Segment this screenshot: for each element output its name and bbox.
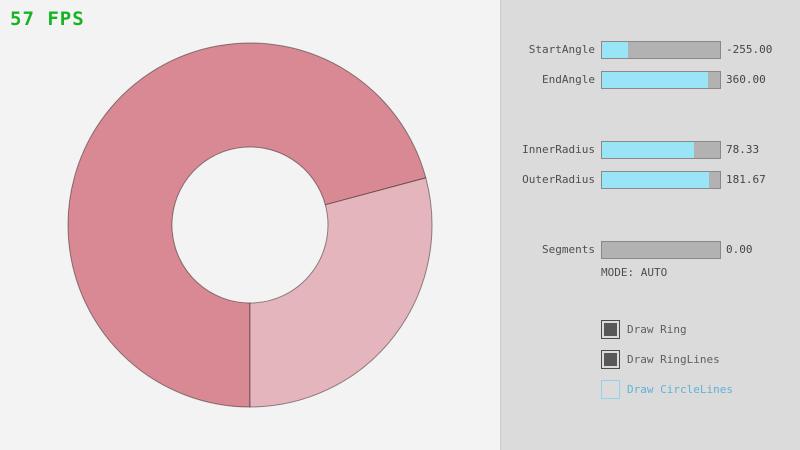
mode-label: MODE: AUTO: [601, 266, 668, 279]
checkbox-row-draw-circlelines: Draw CircleLines: [501, 380, 800, 400]
outer-radius-slider[interactable]: [601, 171, 721, 189]
slider-fill: [602, 42, 628, 58]
start-angle-slider[interactable]: [601, 41, 721, 59]
checkbox-label: Draw CircleLines: [627, 383, 733, 396]
ring-segment-dark: [67, 42, 427, 408]
draw-ringlines-checkbox[interactable]: [601, 350, 620, 369]
slider-label: OuterRadius: [522, 173, 595, 186]
slider-value: 0.00: [726, 243, 753, 256]
inner-radius-slider[interactable]: [601, 141, 721, 159]
slider-row-start-angle: StartAngle -255.00: [501, 40, 800, 60]
draw-ring-checkbox[interactable]: [601, 320, 620, 339]
slider-row-inner-radius: InnerRadius 78.33: [501, 140, 800, 160]
slider-value: 181.67: [726, 173, 766, 186]
slider-fill: [602, 72, 709, 88]
slider-row-end-angle: EndAngle 360.00: [501, 70, 800, 90]
ring-segment-light: [249, 177, 433, 408]
checkbox-check-mark: [604, 353, 617, 366]
slider-value: 360.00: [726, 73, 766, 86]
control-panel: StartAngle -255.00 EndAngle 360.00 Inner…: [500, 0, 800, 450]
checkbox-check-mark: [604, 323, 617, 336]
slider-row-segments: Segments 0.00: [501, 240, 800, 260]
slider-label: Segments: [542, 243, 595, 256]
slider-value: -255.00: [726, 43, 773, 56]
slider-label: EndAngle: [542, 73, 595, 86]
checkbox-label: Draw Ring: [627, 323, 687, 336]
slider-label: StartAngle: [528, 43, 595, 56]
checkbox-label: Draw RingLines: [627, 353, 720, 366]
fps-counter: 57 FPS: [10, 8, 85, 30]
checkbox-check-mark: [604, 383, 617, 396]
segments-slider[interactable]: [601, 241, 721, 259]
slider-value: 78.33: [726, 143, 760, 156]
end-angle-slider[interactable]: [601, 71, 721, 89]
checkbox-row-draw-ringlines: Draw RingLines: [501, 350, 800, 370]
draw-circlelines-checkbox[interactable]: [601, 380, 620, 399]
slider-row-outer-radius: OuterRadius 181.67: [501, 170, 800, 190]
checkbox-row-draw-ring: Draw Ring: [501, 320, 800, 340]
ring-chart: [67, 42, 433, 408]
slider-label: InnerRadius: [522, 143, 595, 156]
slider-fill: [602, 172, 710, 188]
slider-fill: [602, 142, 695, 158]
